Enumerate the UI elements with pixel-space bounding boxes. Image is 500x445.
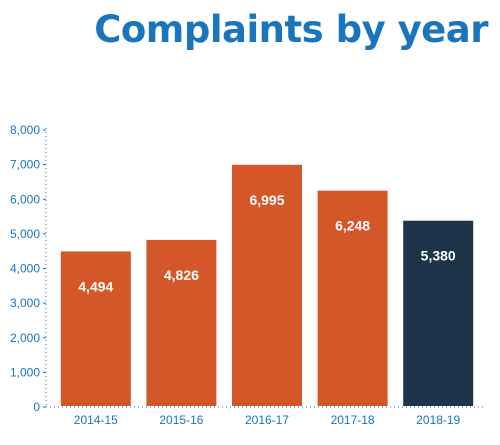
bar-2018-19 (403, 220, 474, 406)
y-tick-label: 1,000 (10, 365, 40, 379)
y-tick-label: 5,000 (10, 227, 40, 241)
bar-value-label: 4,826 (164, 267, 199, 283)
y-tick-label: 6,000 (10, 192, 40, 206)
x-tick-label: 2017-18 (331, 413, 375, 427)
x-tick-label: 2016-17 (245, 413, 289, 427)
x-tick-label: 2018-19 (416, 413, 460, 427)
bar-2016-17 (232, 164, 302, 406)
bar-2014-15 (60, 251, 131, 406)
y-tick-label: 7,000 (10, 158, 40, 172)
y-tick-label: 2,000 (10, 331, 40, 345)
chart-title: Complaints by year (94, 8, 488, 51)
y-tick-label: 0 (33, 400, 40, 414)
y-tick-label: 8,000 (10, 123, 40, 137)
bar-value-label: 6,995 (249, 192, 284, 208)
bar-2017-18 (317, 190, 388, 406)
y-tick-label: 4,000 (10, 262, 40, 276)
y-tick-label: 3,000 (10, 296, 40, 310)
bar-value-label: 6,248 (335, 218, 370, 234)
x-tick-label: 2015-16 (159, 413, 203, 427)
bar-value-label: 5,380 (421, 248, 456, 264)
x-tick-label: 2014-15 (74, 413, 118, 427)
bar-2015-16 (146, 239, 217, 406)
bar-value-label: 4,494 (78, 278, 113, 294)
